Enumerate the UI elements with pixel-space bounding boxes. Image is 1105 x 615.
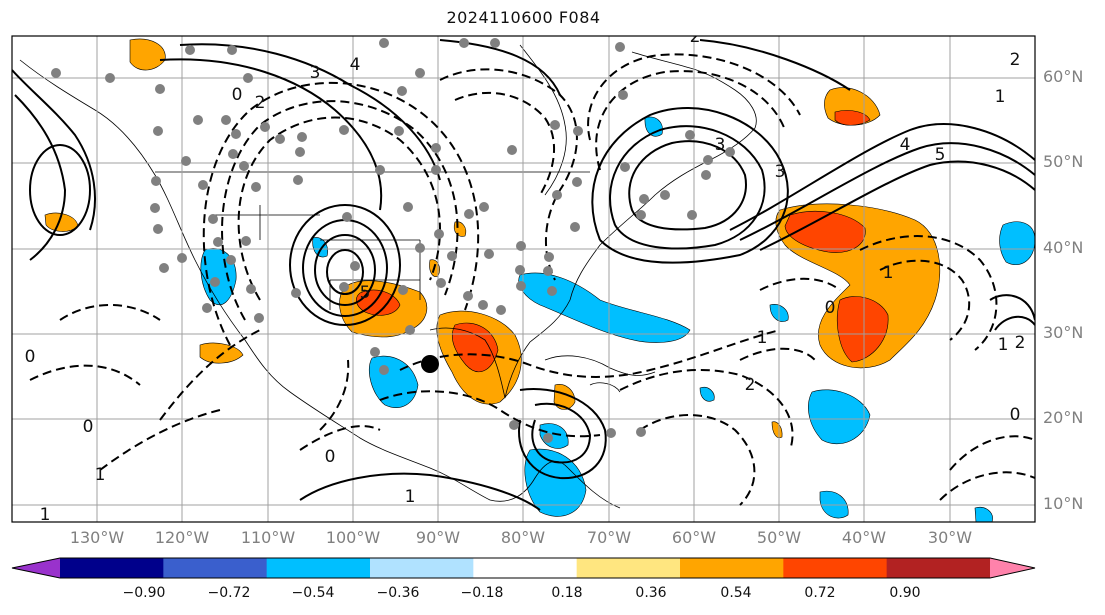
colorbar-tick-5: −0.18: [460, 585, 504, 601]
svg-text:0: 0: [1010, 405, 1021, 425]
svg-text:4: 4: [350, 55, 361, 75]
svg-text:0: 0: [325, 447, 336, 467]
positive-anomaly-areas: [44, 38, 941, 439]
svg-text:1: 1: [95, 465, 106, 485]
colorbar-segment: [576, 558, 681, 578]
colorbar-segment: [473, 558, 578, 578]
map-title: 2024110600 F084: [446, 8, 601, 27]
lat-label-50: 50°N: [1043, 152, 1084, 171]
colorbar-tick-4: −0.36: [376, 585, 420, 601]
colorbar-tick-2: −0.72: [207, 585, 251, 601]
colorbar-segment: [60, 558, 164, 578]
svg-text:0: 0: [232, 85, 243, 105]
lon-label-70: 70°W: [586, 528, 632, 547]
colorbar-segment: [886, 558, 991, 578]
lon-label-50: 50°W: [756, 528, 802, 547]
lat-label-30: 30°N: [1043, 323, 1084, 342]
lat-label-10: 10°N: [1043, 494, 1084, 513]
svg-text:1: 1: [40, 505, 51, 525]
svg-text:1: 1: [995, 87, 1006, 107]
negative-anomaly-areas: [200, 116, 1035, 522]
station-markers: [51, 38, 735, 443]
svg-text:5: 5: [360, 283, 371, 303]
colorbar-tick-6: 0.18: [551, 585, 583, 601]
lon-label-60: 60°W: [671, 528, 717, 547]
lon-label-100: 100°W: [325, 528, 381, 547]
colorbar-tick-10: 0.90: [889, 585, 921, 601]
colorbar: [11, 557, 1036, 579]
svg-text:1: 1: [757, 328, 768, 348]
focus-location-marker: [421, 355, 439, 373]
lon-label-40: 40°W: [841, 528, 887, 547]
svg-text:1: 1: [998, 335, 1009, 355]
lat-label-20: 20°N: [1043, 408, 1084, 427]
lon-label-110: 110°W: [240, 528, 296, 547]
colorbar-tick-7: 0.36: [635, 585, 667, 601]
colorbar-tick-9: 0.72: [804, 585, 836, 601]
colorbar-segment: [266, 558, 371, 578]
lon-label-130: 130°W: [69, 528, 125, 547]
svg-text:2: 2: [745, 375, 756, 395]
svg-text:0: 0: [825, 298, 836, 318]
contour-labels: 0 1 2 3 4 5 0 1 2 3 1 2 0 1 0 1 0 2 3 4 …: [25, 27, 1026, 525]
map-panel: 0 1 2 3 4 5 0 1 2 3 1 2 0 1 0 1 0 2 3 4 …: [11, 27, 1036, 525]
svg-text:0: 0: [83, 417, 94, 437]
svg-text:1: 1: [883, 263, 894, 283]
colorbar-tick-8: 0.54: [720, 585, 752, 601]
svg-text:2: 2: [1010, 50, 1021, 70]
svg-text:3: 3: [715, 135, 726, 155]
coastlines: [19, 44, 757, 509]
svg-text:0: 0: [25, 347, 36, 367]
colorbar-segment: [163, 558, 268, 578]
lon-label-90: 90°W: [415, 528, 461, 547]
svg-text:4: 4: [900, 135, 911, 155]
lon-label-120: 120°W: [154, 528, 210, 547]
svg-text:1: 1: [405, 487, 416, 507]
colorbar-tick-1: −0.90: [122, 585, 166, 601]
lat-label-60: 60°N: [1043, 67, 1084, 86]
colorbar-segment: [783, 558, 888, 578]
svg-text:3: 3: [310, 63, 321, 83]
colorbar-segment: [370, 558, 474, 578]
lon-label-80: 80°W: [500, 528, 546, 547]
colorbar-outline: [11, 557, 1036, 579]
colorbar-tick-3: −0.54: [291, 585, 335, 601]
map-frame: [11, 35, 1036, 523]
lon-label-30: 30°W: [927, 528, 973, 547]
colorbar-extend-high: [990, 558, 1035, 578]
lat-label-40: 40°N: [1043, 238, 1084, 257]
graticule: [12, 36, 1035, 522]
svg-text:2: 2: [255, 93, 266, 113]
svg-text:5: 5: [935, 145, 946, 165]
svg-text:2: 2: [1015, 333, 1026, 353]
colorbar-segment: [680, 558, 784, 578]
colorbar-extend-low: [12, 558, 60, 578]
svg-text:2: 2: [690, 27, 701, 47]
svg-text:3: 3: [775, 162, 786, 182]
